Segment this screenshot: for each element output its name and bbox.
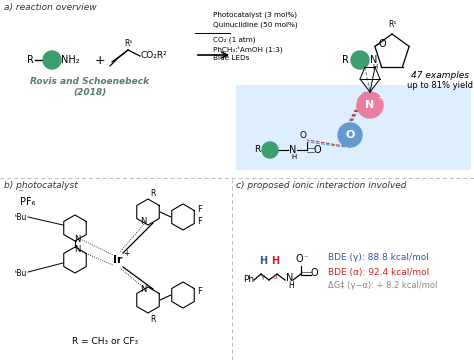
Text: (2018): (2018): [73, 87, 107, 96]
Text: +: +: [95, 54, 105, 67]
Text: b) photocatalyst: b) photocatalyst: [4, 181, 78, 190]
Text: a) reaction overview: a) reaction overview: [4, 3, 97, 12]
Text: ⁻: ⁻: [303, 253, 307, 262]
Text: γ: γ: [261, 274, 265, 280]
Text: N: N: [370, 55, 377, 65]
Text: H: H: [291, 154, 296, 160]
Text: +: +: [377, 94, 383, 103]
Text: BDE (γ): 88.8 kcal/mol: BDE (γ): 88.8 kcal/mol: [328, 253, 429, 262]
Text: H: H: [288, 280, 294, 289]
Text: N: N: [289, 145, 296, 155]
Text: c) proposed ionic interaction involved: c) proposed ionic interaction involved: [236, 181, 407, 190]
Text: H: H: [259, 256, 267, 266]
Text: R: R: [342, 55, 349, 65]
Text: CO₂ (1 atm): CO₂ (1 atm): [213, 37, 255, 43]
Text: H: H: [372, 64, 377, 70]
Text: N: N: [140, 285, 146, 294]
Text: F: F: [197, 287, 202, 296]
Text: O: O: [300, 131, 307, 140]
Text: R: R: [150, 315, 155, 324]
Text: CO₂R²: CO₂R²: [141, 51, 168, 60]
Text: R: R: [254, 145, 260, 154]
Text: up to 81% yield: up to 81% yield: [407, 81, 473, 90]
Text: ΔG‡ (γ−α): + 8.2 kcal/mol: ΔG‡ (γ−α): + 8.2 kcal/mol: [328, 282, 438, 291]
Text: N: N: [365, 100, 374, 110]
Text: ᵗBu: ᵗBu: [15, 269, 27, 278]
Text: ⁻: ⁻: [356, 122, 360, 131]
Text: R¹: R¹: [124, 39, 132, 48]
Text: N: N: [74, 234, 80, 243]
Text: 47 examples: 47 examples: [411, 71, 469, 80]
Circle shape: [43, 51, 61, 69]
Text: BDE (α): 92.4 kcal/mol: BDE (α): 92.4 kcal/mol: [328, 267, 429, 276]
Text: Ph: Ph: [243, 275, 254, 284]
Text: O: O: [314, 145, 322, 155]
Text: F: F: [197, 204, 202, 213]
Text: Blue LEDs: Blue LEDs: [213, 55, 249, 61]
Text: Photocatalyst (3 mol%): Photocatalyst (3 mol%): [213, 12, 297, 18]
Text: H: H: [271, 256, 279, 266]
Text: +: +: [123, 249, 129, 258]
Text: α: α: [273, 274, 277, 280]
Text: N: N: [140, 217, 146, 226]
Circle shape: [262, 142, 278, 158]
Text: R: R: [27, 55, 34, 65]
Text: ᵗBu: ᵗBu: [15, 212, 27, 221]
Circle shape: [357, 92, 383, 118]
Text: NH₂: NH₂: [61, 55, 80, 65]
Text: N: N: [286, 273, 293, 283]
Text: O: O: [295, 254, 303, 264]
Text: O: O: [311, 268, 319, 278]
Circle shape: [338, 123, 362, 147]
Text: O: O: [346, 130, 355, 140]
Text: PF₆: PF₆: [20, 197, 36, 207]
Text: Rovis and Schoenebeck: Rovis and Schoenebeck: [30, 77, 150, 86]
Text: N: N: [74, 244, 80, 253]
Text: F: F: [197, 216, 202, 225]
Text: Quinuclidine (50 mol%): Quinuclidine (50 mol%): [213, 22, 298, 28]
Text: PhCH₃:ᵗAmOH (1:3): PhCH₃:ᵗAmOH (1:3): [213, 45, 283, 53]
Text: ⁻: ⁻: [18, 188, 22, 197]
Text: Ir: Ir: [113, 255, 123, 265]
Text: R¹: R¹: [388, 20, 396, 29]
Text: R = CH₃ or CF₃: R = CH₃ or CF₃: [72, 338, 138, 346]
Text: R: R: [150, 189, 155, 198]
FancyBboxPatch shape: [236, 85, 471, 170]
Circle shape: [351, 51, 369, 69]
Text: O: O: [379, 40, 386, 49]
